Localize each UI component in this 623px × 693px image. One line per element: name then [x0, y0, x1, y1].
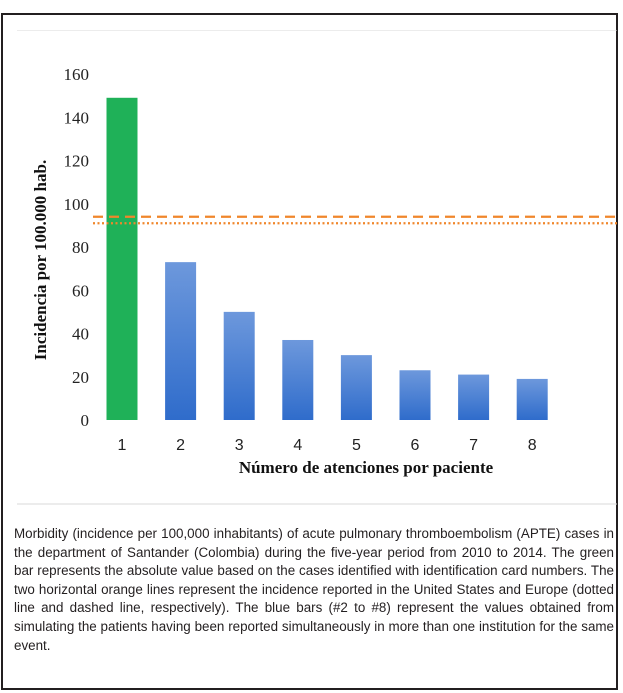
y-tick-label: 120 [64, 152, 90, 171]
bar-8 [516, 378, 548, 420]
y-axis-title: Incidencia por 100.000 hab. [31, 160, 50, 360]
y-tick-label: 60 [72, 281, 89, 300]
x-tick-label: 1 [118, 437, 127, 454]
bar-4 [282, 339, 314, 420]
bar-chart: 0 20 40 60 80 100 120 140 160 1 2 3 4 5 6 7 8 Incidenci… [17, 30, 617, 505]
y-tick-label: 80 [72, 238, 89, 257]
y-tick-label: 100 [64, 195, 90, 214]
bar-5 [340, 355, 372, 420]
x-tick-label: 6 [411, 437, 420, 454]
y-tick-label: 20 [72, 368, 89, 387]
bar-3 [223, 311, 255, 420]
x-tick-label: 7 [469, 437, 478, 454]
x-tick-label: 5 [352, 437, 361, 454]
bar-7 [458, 374, 490, 420]
bar-1 [106, 97, 138, 420]
y-tick-label: 40 [72, 325, 89, 344]
bar-2 [165, 262, 197, 420]
x-tick-label: 4 [293, 437, 302, 454]
y-tick-label: 0 [81, 411, 90, 430]
x-tick-label: 2 [176, 437, 185, 454]
y-tick-label: 140 [64, 108, 90, 127]
x-tick-label: 8 [528, 437, 537, 454]
x-axis-title: Número de atenciones por paciente [239, 458, 494, 477]
bar-6 [399, 370, 431, 420]
y-tick-label: 160 [64, 65, 90, 84]
figure-frame: 0 20 40 60 80 100 120 140 160 1 2 3 4 5 6 7 8 Incidenci… [1, 13, 618, 690]
figure-caption: Morbidity (incidence per 100,000 inhabit… [14, 526, 614, 653]
x-tick-label: 3 [235, 437, 244, 454]
